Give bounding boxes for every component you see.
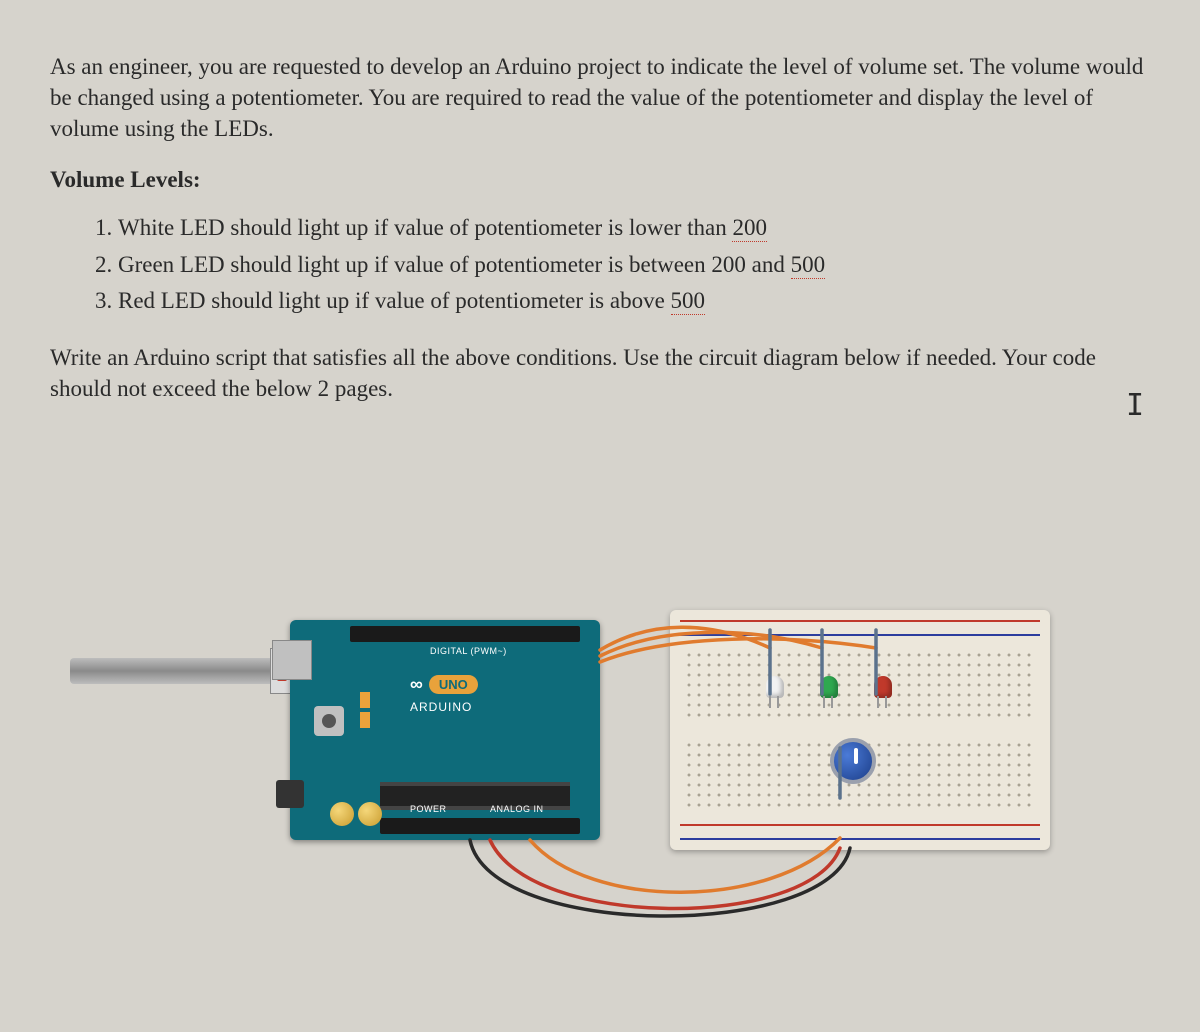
- analog-label: ANALOG IN: [490, 804, 544, 814]
- level-threshold: 200: [732, 215, 767, 242]
- level-text: Green LED should light up if value of po…: [118, 252, 791, 277]
- uno-badge: ∞ UNO: [410, 674, 478, 695]
- level-item: White LED should light up if value of po…: [118, 211, 1150, 246]
- arduino-board: DIGITAL (PWM~) POWER ANALOG IN ∞ UNO ARD…: [290, 620, 600, 840]
- breadboard: [670, 610, 1050, 850]
- tie-points-top: [684, 650, 1036, 720]
- power-rail-bot-neg: [680, 838, 1040, 840]
- level-text: White LED should light up if value of po…: [118, 215, 732, 240]
- levels-heading: Volume Levels:: [50, 167, 1150, 193]
- instruction-paragraph: Write an Arduino script that satisfies a…: [50, 342, 1150, 404]
- capacitor-icon: [330, 802, 354, 826]
- potentiometer: [830, 738, 876, 784]
- tx-rx-leds: [360, 692, 370, 708]
- power-rail-top-pos: [680, 620, 1040, 622]
- reset-button: [314, 706, 344, 736]
- wire: [490, 840, 840, 909]
- barrel-jack: [276, 780, 304, 808]
- digital-label: DIGITAL (PWM~): [430, 646, 507, 656]
- capacitor-icon: [358, 802, 382, 826]
- power-rail-top-neg: [680, 634, 1040, 636]
- power-analog-header: [380, 818, 580, 834]
- circuit-figure: DIGITAL (PWM~) POWER ANALOG IN ∞ UNO ARD…: [70, 590, 1070, 950]
- level-text: Red LED should light up if value of pote…: [118, 288, 671, 313]
- brand-name: ARDUINO: [410, 700, 472, 714]
- text-cursor-icon: I: [1126, 388, 1144, 423]
- level-item: Green LED should light up if value of po…: [118, 248, 1150, 283]
- intro-paragraph: As an engineer, you are requested to dev…: [50, 51, 1150, 144]
- level-threshold: 500: [671, 288, 706, 315]
- digital-header: [350, 626, 580, 642]
- green-led: [820, 676, 838, 698]
- model-pill: UNO: [429, 675, 478, 694]
- levels-list: White LED should light up if value of po…: [90, 211, 1150, 319]
- level-threshold: 500: [791, 252, 826, 279]
- infinity-icon: ∞: [410, 674, 423, 695]
- usb-cable: [70, 658, 290, 684]
- power-label: POWER: [410, 804, 447, 814]
- usb-port: [272, 640, 312, 680]
- wire: [470, 840, 850, 916]
- white-led: [766, 676, 784, 698]
- level-item: Red LED should light up if value of pote…: [118, 284, 1150, 319]
- red-led: [874, 676, 892, 698]
- power-rail-bot-pos: [680, 824, 1040, 826]
